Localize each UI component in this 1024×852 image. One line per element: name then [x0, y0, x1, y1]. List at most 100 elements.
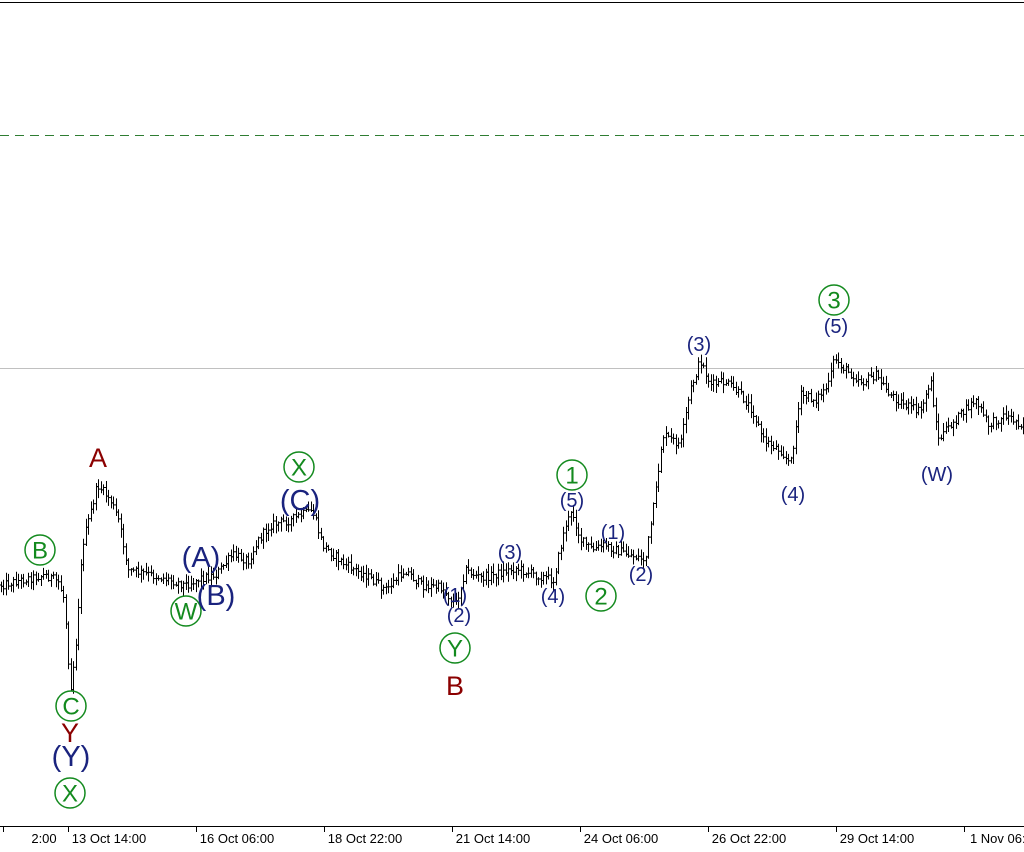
ohlc-bar-305 [762, 428, 765, 443]
wave-label-circled-4: C [55, 690, 87, 722]
ohlc-bar-83 [207, 566, 210, 584]
ohlc-bar-141 [352, 566, 355, 576]
ohlc-bar-237 [592, 542, 595, 553]
wave-label-25: (5) [824, 316, 848, 338]
ohlc-bar-17 [42, 567, 45, 580]
ohlc-bar-247 [617, 545, 620, 558]
ohlc-bar-243 [607, 541, 610, 552]
ohlc-bar-137 [342, 554, 345, 570]
ohlc-bar-227 [567, 510, 570, 531]
ohlc-bar-27 [67, 621, 70, 670]
x-tick-label: 29 Oct 14:00 [840, 831, 914, 846]
ohlc-bar-97 [242, 552, 245, 571]
ohlc-bar-147 [367, 568, 370, 586]
ohlc-bar-229 [572, 504, 575, 522]
ohlc-bar-33 [82, 538, 85, 572]
ohlc-bar-281 [702, 362, 705, 369]
wave-label-12: (Y) [52, 741, 91, 773]
ohlc-bar-265 [662, 435, 665, 453]
ohlc-bar-49 [122, 523, 125, 555]
ohlc-bar-239 [597, 540, 600, 551]
ohlc-bar-259 [647, 536, 650, 559]
ohlc-bar-329 [822, 383, 825, 403]
ohlc-bar-61 [152, 569, 155, 584]
ohlc-bar-185 [462, 574, 465, 592]
ohlc-bar-5 [12, 576, 15, 593]
ohlc-bar-35 [87, 514, 90, 535]
ohlc-bar-255 [637, 548, 640, 562]
ohlc-bar-277 [692, 379, 695, 393]
ohlc-bar-87 [217, 566, 220, 580]
x-tick-label: 2:00 [31, 831, 56, 846]
ohlc-bar-139 [347, 556, 350, 573]
svg-text:X: X [62, 781, 78, 808]
ohlc-bar-105 [262, 527, 265, 549]
ohlc-bar-253 [632, 549, 635, 565]
ohlc-bar-119 [297, 512, 300, 519]
ohlc-bar-149 [372, 574, 375, 586]
svg-text:B: B [32, 538, 48, 565]
ohlc-bars [0, 352, 1024, 694]
ohlc-bar-213 [532, 567, 535, 579]
ohlc-bar-133 [332, 548, 335, 561]
ohlc-bar-89 [222, 564, 225, 570]
ohlc-bar-343 [857, 371, 860, 387]
ohlc-bar-101 [252, 546, 255, 565]
ohlc-bar-223 [557, 551, 560, 575]
ohlc-bar-41 [102, 484, 105, 496]
ohlc-bar-187 [467, 559, 470, 575]
ohlc-bar-393 [982, 401, 985, 417]
ohlc-bar-205 [512, 562, 515, 580]
ohlc-bar-359 [897, 394, 900, 409]
ohlc-bar-169 [422, 575, 425, 598]
ohlc-bar-333 [832, 355, 835, 379]
ohlc-bar-73 [182, 580, 185, 596]
ohlc-bar-109 [272, 513, 275, 534]
wave-label-circled-9: 1 [556, 459, 588, 491]
ohlc-bar-25 [62, 585, 65, 603]
svg-text:X: X [291, 455, 307, 482]
ohlc-bar-251 [627, 546, 630, 558]
ohlc-bar-153 [382, 584, 385, 595]
ohlc-bar-125 [312, 504, 315, 520]
svg-text:C: C [62, 694, 79, 721]
svg-text:Y: Y [447, 636, 463, 663]
wave-label-15: (C) [280, 485, 320, 517]
ohlc-bar-379 [947, 417, 950, 432]
ohlc-bar-199 [497, 563, 500, 586]
ohlc-bar-293 [732, 376, 735, 391]
ohlc-bar-39 [97, 479, 100, 499]
ohlc-bar-45 [112, 496, 115, 510]
ohlc-bar-75 [187, 575, 190, 593]
ohlc-bar-57 [142, 568, 145, 580]
ohlc-bar-399 [997, 420, 1000, 429]
wave-label-circled-8: Y [439, 632, 471, 664]
ohlc-bar-397 [992, 412, 995, 430]
ohlc-bar-373 [932, 372, 935, 408]
wave-label-circled-7: X [283, 451, 315, 483]
ohlc-bar-297 [742, 390, 745, 404]
ohlc-bar-257 [642, 552, 645, 569]
wave-labels: ABYBCXWXY123(Y)(A)(B)(C)(1)(2)(3)(4)(5)(… [24, 284, 953, 809]
ohlc-bar-67 [167, 573, 170, 586]
svg-text:W: W [175, 599, 198, 626]
ohlc-bar-231 [577, 522, 580, 544]
ohlc-bar-191 [477, 566, 480, 582]
ohlc-bar-321 [802, 386, 805, 404]
x-tick-label: 26 Oct 22:00 [712, 831, 786, 846]
ohlc-bar-389 [972, 395, 975, 408]
x-tick-label: 21 Oct 14:00 [456, 831, 530, 846]
wave-label-21: (1) [601, 522, 625, 544]
ohlc-bar-69 [172, 575, 175, 590]
ohlc-bar-145 [362, 565, 365, 583]
ohlc-bar-317 [792, 445, 795, 464]
x-tick-label: 24 Oct 06:00 [584, 831, 658, 846]
wave-label-circled-10: 2 [585, 580, 617, 612]
ohlc-bar-287 [717, 378, 720, 387]
ohlc-bar-285 [712, 374, 715, 392]
ohlc-bar-273 [682, 418, 685, 448]
ohlc-bar-323 [807, 391, 810, 402]
ohlc-bar-81 [202, 570, 205, 590]
